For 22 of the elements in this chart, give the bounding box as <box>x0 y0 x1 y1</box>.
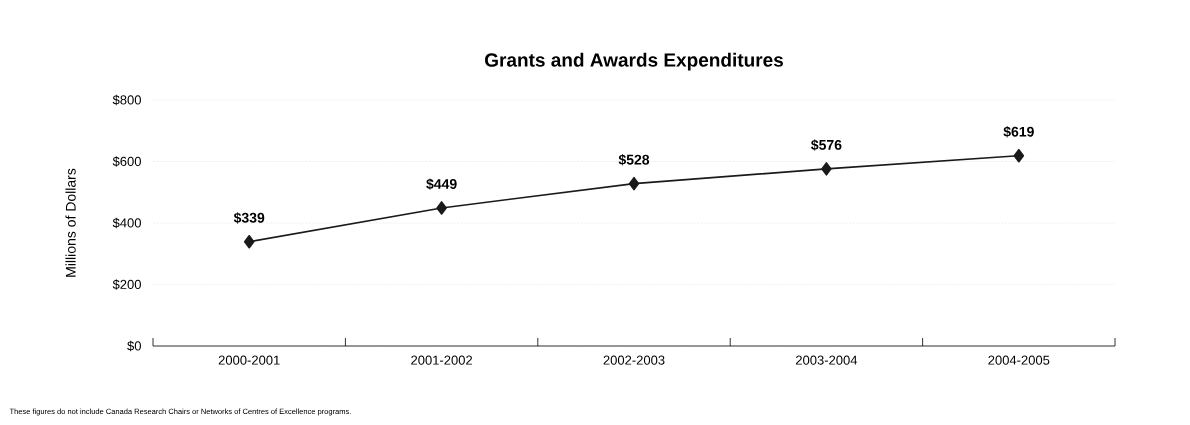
chart-title: Grants and Awards Expenditures <box>485 52 783 71</box>
point <box>436 201 447 215</box>
x-tick-label: 2000-2001 <box>218 355 280 365</box>
data-label: $576 <box>811 139 842 151</box>
data-label: $339 <box>233 212 265 224</box>
point <box>821 162 832 176</box>
x-tick-label: 2002-2003 <box>603 355 665 365</box>
y-tick-label: $200 <box>112 279 141 290</box>
point <box>1013 148 1025 163</box>
y-axis-title: Millions of Dollars <box>65 168 76 277</box>
point <box>628 176 640 191</box>
data-label: $619 <box>1003 126 1034 138</box>
x-tick-label: 2003-2004 <box>795 355 858 365</box>
y-tick-label: $400 <box>112 217 141 229</box>
y-tick-label: $0 <box>127 340 141 352</box>
data-label: $528 <box>618 154 650 166</box>
point <box>243 234 255 249</box>
x-tick-label: 2004-2005 <box>988 355 1050 365</box>
data-label: $449 <box>426 178 457 190</box>
y-tick-label: $800 <box>112 94 141 106</box>
x-tick-label: 2001-2002 <box>411 355 473 365</box>
y-tick-label: $600 <box>112 156 141 167</box>
